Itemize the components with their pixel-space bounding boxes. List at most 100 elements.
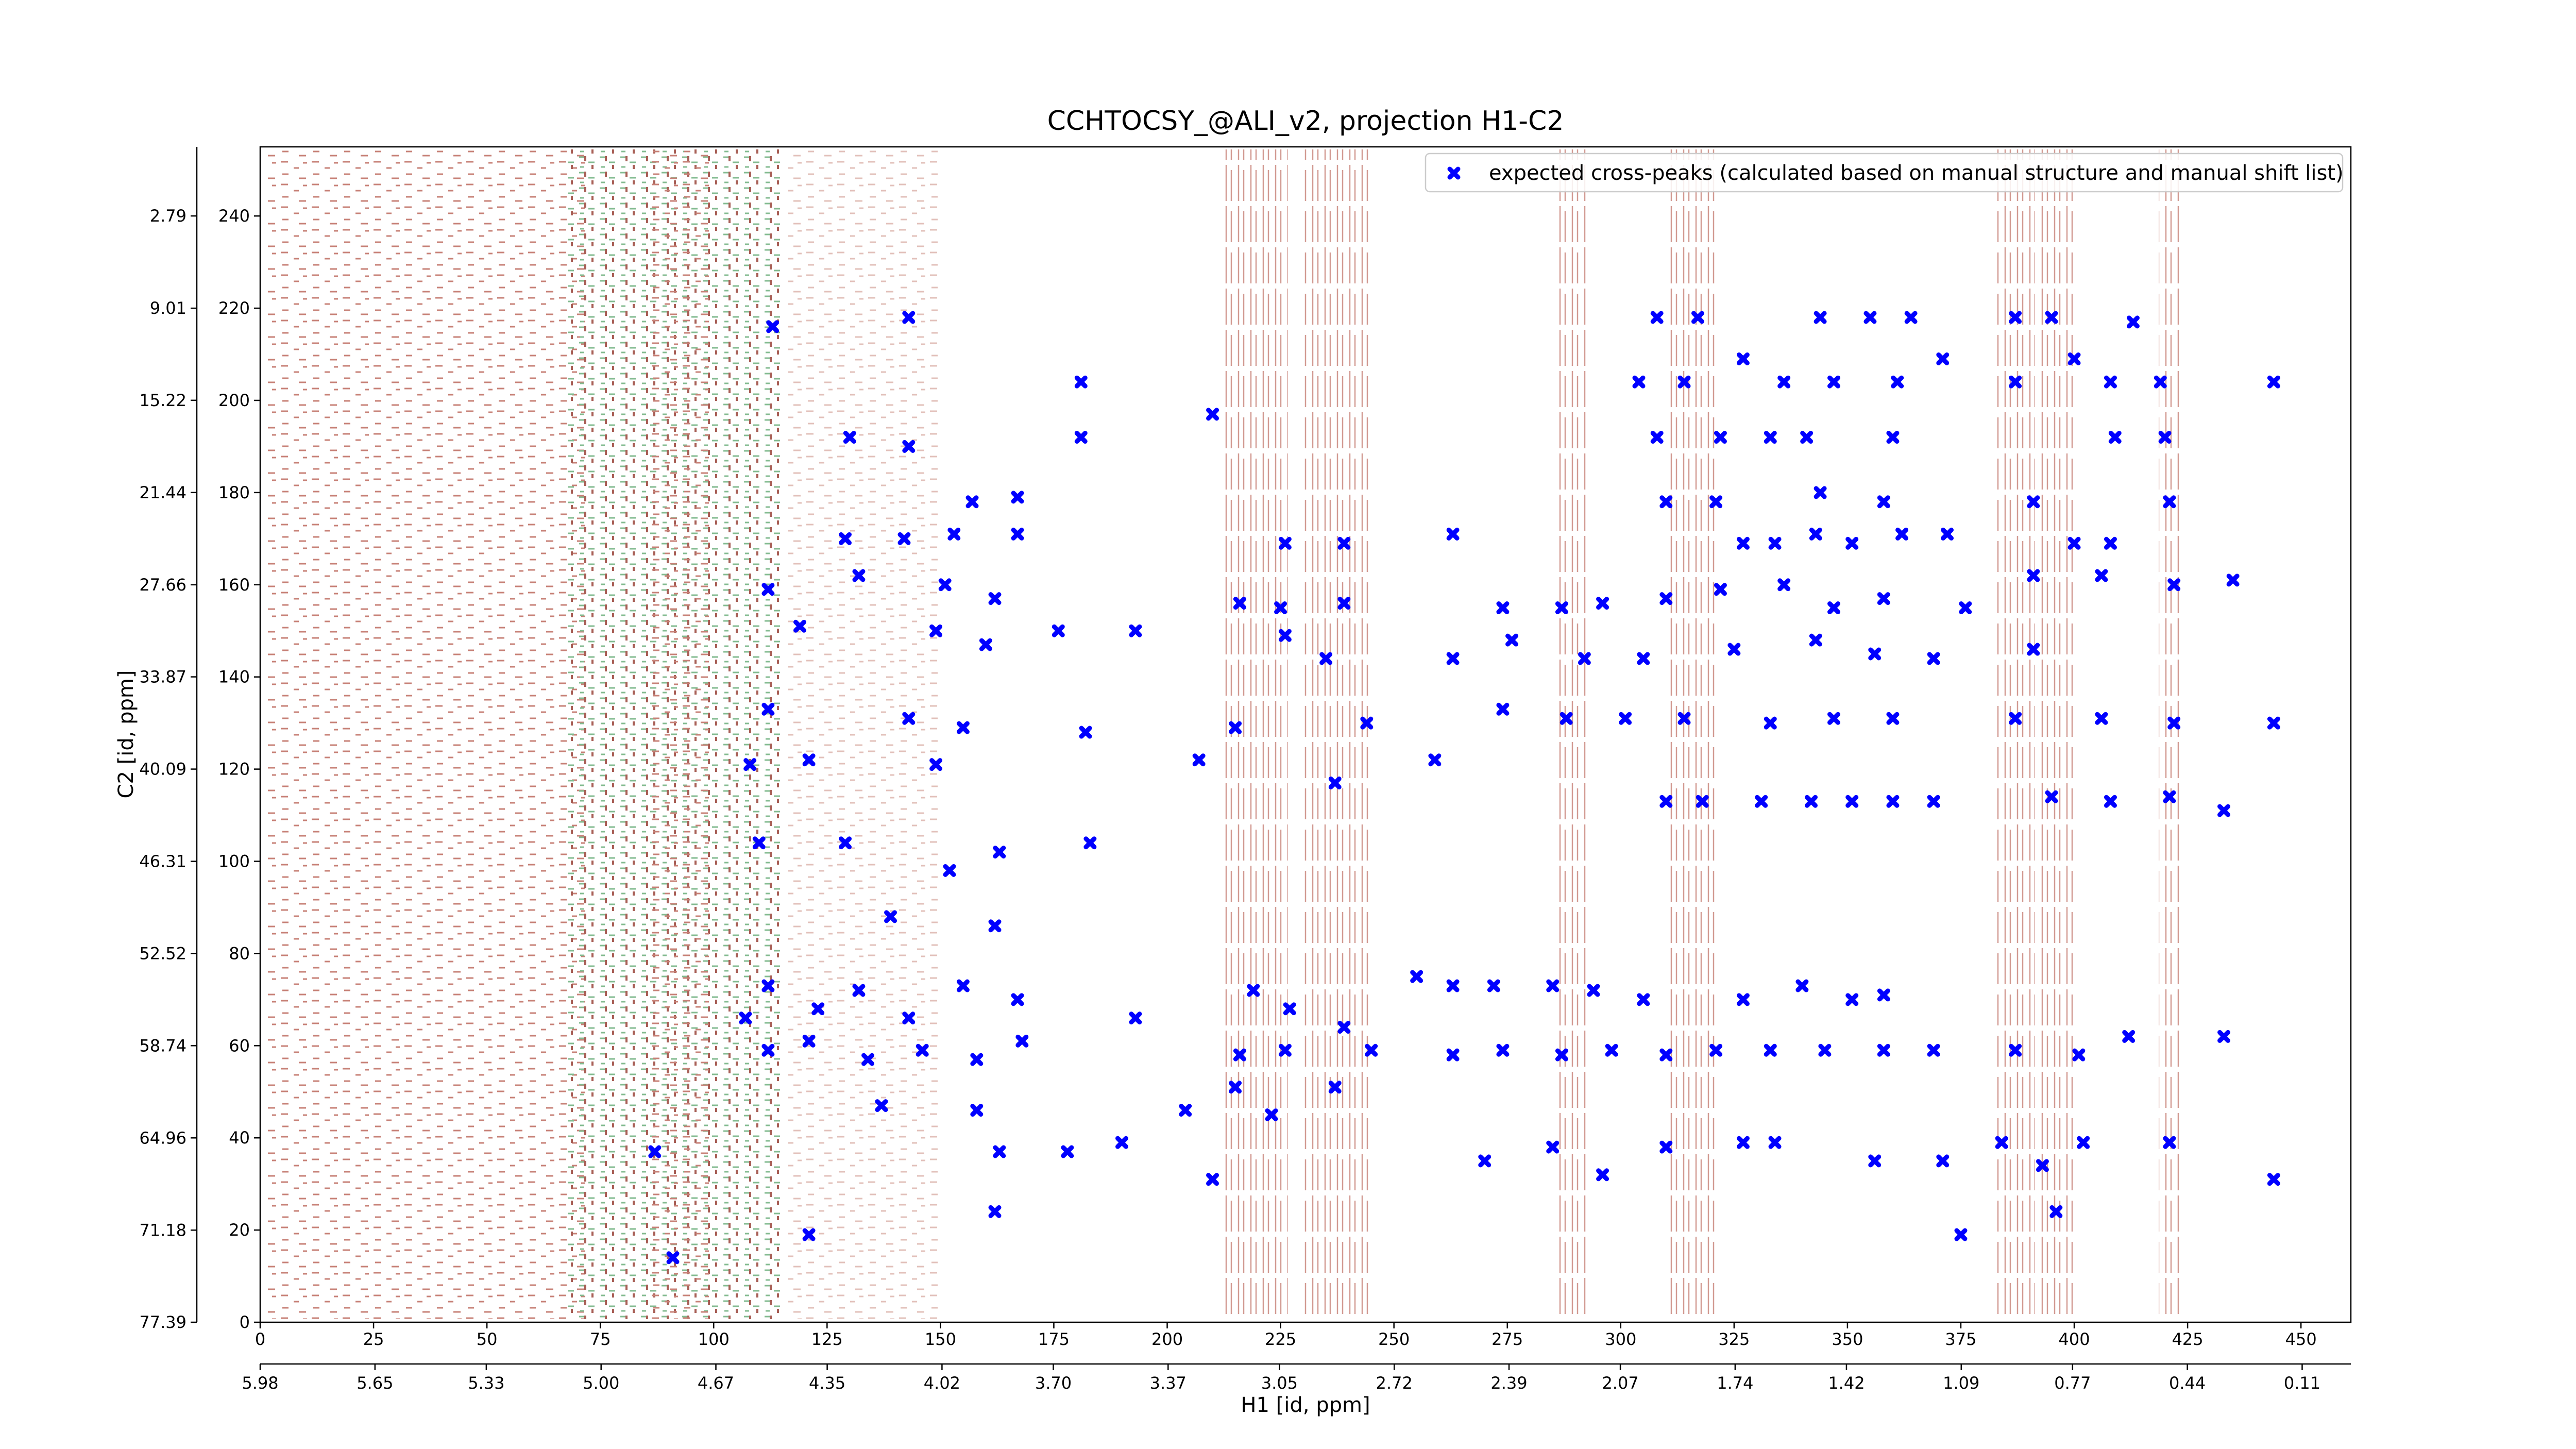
cross-peak (2067, 536, 2081, 550)
cross-peak (1954, 1228, 1968, 1241)
cross-peak (843, 431, 856, 444)
y2-tick-label: 27.66 (139, 575, 187, 595)
cross-peak (2158, 431, 2172, 444)
series (648, 311, 2280, 1265)
cross-peak (1886, 795, 1900, 808)
cross-peak (979, 638, 992, 651)
plot-frame (259, 146, 2352, 1323)
cross-peak (1596, 597, 1609, 610)
x-tick-label: 150 (925, 1329, 956, 1349)
cross-peak (1768, 1136, 1782, 1149)
cross-peak (1428, 753, 1442, 767)
cross-peak (761, 702, 775, 716)
cross-peak (1546, 979, 1560, 992)
cross-peak (1827, 375, 1840, 389)
cross-peak (1555, 601, 1568, 615)
cross-peak (1877, 592, 1890, 605)
y2-tick-label: 71.18 (139, 1220, 187, 1240)
cross-peak (1274, 601, 1287, 615)
cross-peak (1505, 633, 1519, 647)
x2-tick-label: 1.74 (1717, 1373, 1753, 1393)
cross-peak (902, 1012, 916, 1025)
cross-peak (1736, 1136, 1750, 1149)
cross-peak (1659, 1048, 1673, 1062)
cross-peak (1755, 795, 1768, 808)
cross-peak (1074, 375, 1088, 389)
cross-peak (929, 758, 943, 771)
cross-peak (1410, 970, 1423, 983)
x-tick-label: 225 (1265, 1329, 1296, 1349)
cross-peak (1941, 527, 1954, 541)
cross-peak (2036, 1159, 2049, 1172)
cross-peak (1487, 979, 1500, 992)
cross-peak (2104, 536, 2117, 550)
cross-peak (1179, 1104, 1192, 1117)
cross-peak (916, 1043, 929, 1057)
cross-peak (852, 569, 866, 582)
y-tick-label: 220 (218, 298, 250, 318)
contour-band (649, 149, 711, 1319)
cross-peak (902, 440, 916, 453)
cross-peak (897, 532, 911, 545)
cross-peak (1927, 795, 1940, 808)
y2-tick-label: 9.01 (150, 298, 187, 318)
cross-peak (1496, 601, 1510, 615)
cross-peak (1650, 431, 1664, 444)
cross-peak (1927, 1043, 1940, 1057)
cross-peak (2217, 1030, 2231, 1043)
cross-peak (666, 1251, 680, 1265)
cross-peak (802, 753, 816, 767)
cross-peak (1709, 1043, 1723, 1057)
x2-tick-label: 3.05 (1261, 1373, 1298, 1393)
cross-peak (2126, 315, 2140, 329)
x2-tick-label: 2.07 (1602, 1373, 1638, 1393)
cross-peak (1587, 984, 1600, 997)
cross-peak (802, 1034, 816, 1048)
cross-peak (1868, 1154, 1882, 1168)
cross-peak (1247, 984, 1260, 997)
cross-peak (2267, 1173, 2280, 1186)
cross-peak (839, 532, 852, 545)
y2-tick-label: 33.87 (139, 667, 187, 687)
cross-peak (766, 320, 779, 333)
cross-peak (2217, 804, 2231, 817)
cross-peak (2154, 375, 2167, 389)
x2-tick-label: 2.72 (1376, 1373, 1413, 1393)
x2-tick-label: 4.67 (698, 1373, 734, 1393)
cross-peak (743, 758, 757, 771)
cross-peak (902, 311, 916, 324)
cross-peak (1555, 1048, 1568, 1062)
cross-peak (1877, 495, 1890, 509)
x-tick-label: 275 (1492, 1329, 1523, 1349)
y2-tick-label: 2.79 (150, 206, 187, 226)
cross-peak (2067, 352, 2081, 365)
cross-peak (1995, 1136, 2008, 1149)
cross-peak (1360, 716, 1374, 730)
cross-peak (1727, 643, 1741, 656)
x2-tick-label: 5.98 (242, 1373, 278, 1393)
y-tick-label: 20 (229, 1220, 250, 1240)
y-axis-label: C2 [id, ppm] (114, 670, 138, 799)
x2-tick-label: 4.35 (809, 1373, 845, 1393)
cross-peak (2122, 1030, 2136, 1043)
cross-peak (988, 919, 1002, 933)
chart-title: CCHTOCSY_@ALI_v2, projection H1-C2 (1047, 106, 1564, 137)
cross-peak (1845, 795, 1859, 808)
cross-peak (1886, 431, 1900, 444)
y-tick-label: 180 (218, 483, 250, 502)
cross-peak (1777, 578, 1791, 592)
cross-peak (970, 1053, 984, 1066)
cross-peak (1596, 1168, 1609, 1182)
cross-peak (1229, 1081, 1242, 1094)
cross-peak (1233, 1048, 1246, 1062)
y2-tick-label: 21.44 (139, 483, 187, 502)
x2-tick-label: 0.44 (2169, 1373, 2206, 1393)
cross-peak (1659, 592, 1673, 605)
cross-peak (2072, 1048, 2086, 1062)
cross-peak (1696, 795, 1709, 808)
cross-peak (1478, 1154, 1492, 1168)
legend-box (1425, 153, 2344, 193)
contour-band (1221, 149, 1288, 1319)
x2-tick-label: 0.11 (2284, 1373, 2320, 1393)
